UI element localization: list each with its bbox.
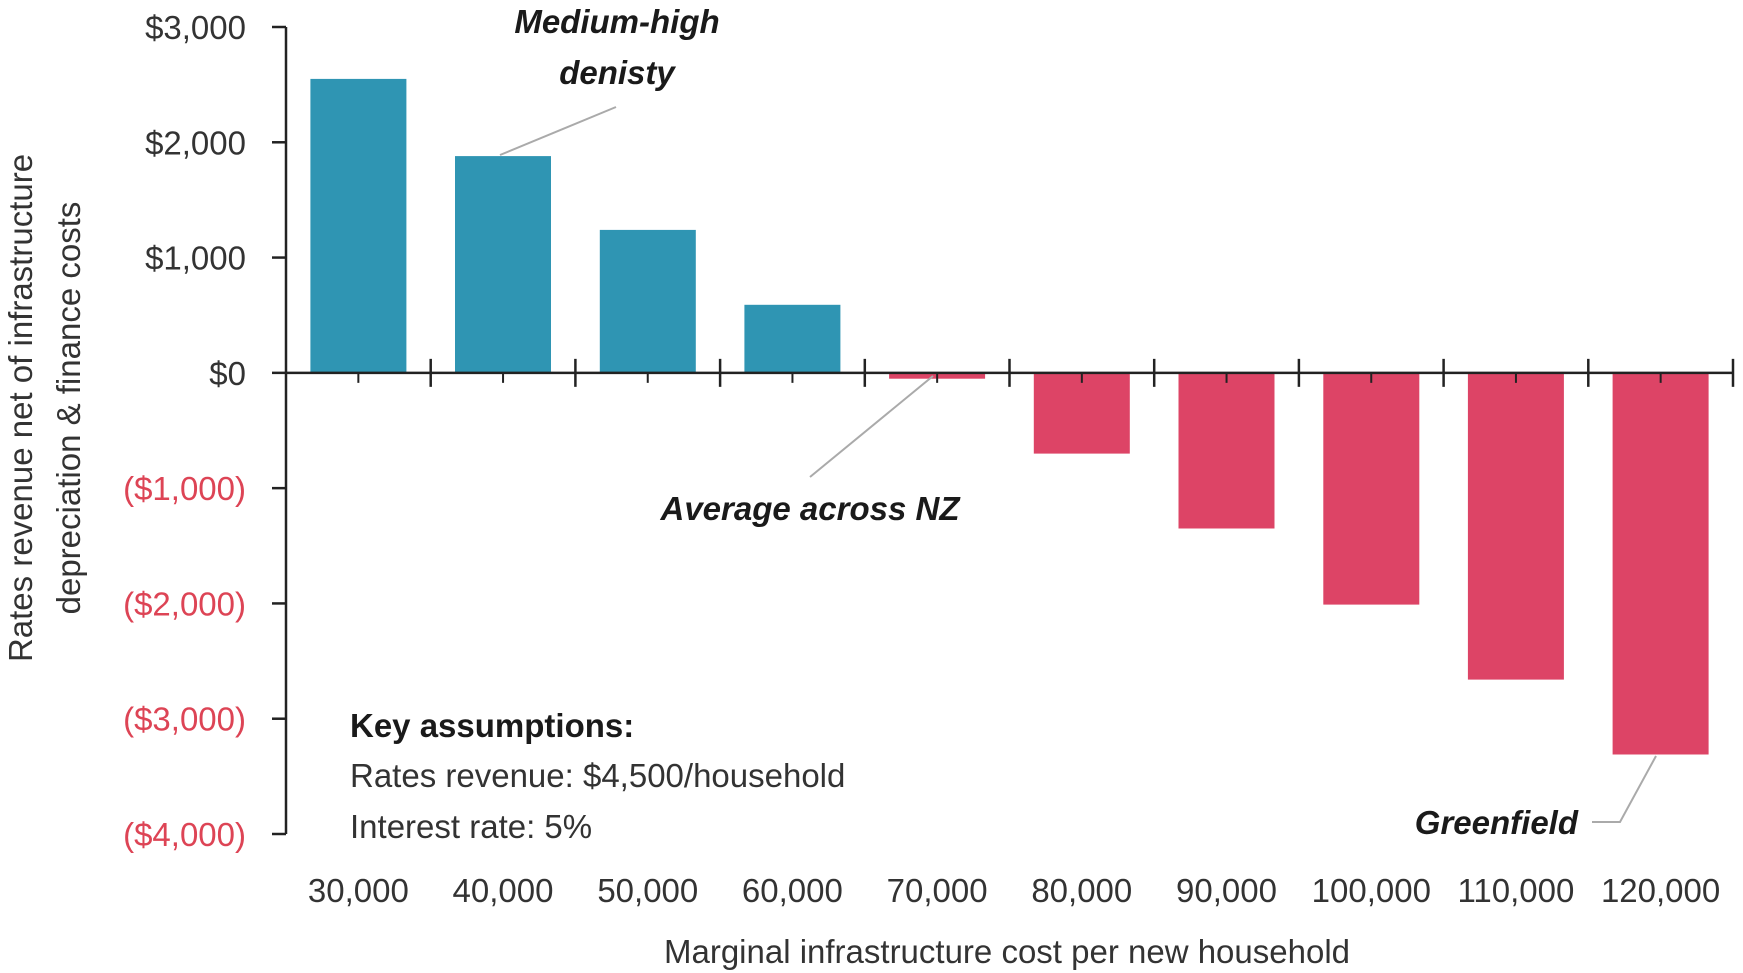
annotation-medium-high-density: Medium-high denisty (499, 3, 720, 156)
x-tick-label: 60,000 (742, 872, 843, 909)
x-tick-label: 100,000 (1312, 872, 1431, 909)
y-tick-label: $2,000 (145, 124, 246, 161)
key-assumption-interest-rate: Interest rate: 5% (350, 808, 592, 845)
x-tick-label: 70,000 (887, 872, 988, 909)
bar-60000 (744, 304, 841, 373)
annotation-leader-line (1592, 755, 1657, 823)
bar-110000 (1467, 372, 1564, 680)
annotation-text-line-1: Medium-high (514, 3, 719, 40)
bar-40000 (455, 156, 551, 373)
y-tick-label: $3,000 (145, 9, 246, 46)
annotation-average-across-nz: Average across NZ (660, 375, 962, 527)
bars (310, 78, 1709, 755)
annotation-text: Average across NZ (660, 490, 962, 527)
x-tick-label: 50,000 (597, 872, 698, 909)
y-tick-label: ($2,000) (123, 585, 246, 622)
annotation-text-line-2: denisty (559, 54, 676, 91)
x-axis-ticks: 30,000 40,000 50,000 60,000 70,000 80,000 90,0… (308, 358, 1735, 909)
x-tick-label: 90,000 (1176, 872, 1277, 909)
bar-30000 (310, 78, 407, 373)
y-tick-label: ($3,000) (123, 701, 246, 738)
y-tick-label: ($4,000) (123, 816, 246, 853)
y-tick-label: $1,000 (145, 240, 246, 277)
y-axis-label-line-1: Rates revenue net of infrastructure (2, 154, 39, 662)
bar-120000 (1612, 372, 1709, 755)
bar-80000 (1033, 372, 1130, 454)
y-tick-label: ($1,000) (123, 470, 246, 507)
y-tick-label: $0 (209, 355, 246, 392)
key-assumptions-note: Key assumptions: Rates revenue: $4,500/h… (350, 707, 845, 845)
x-tick-label: 80,000 (1031, 872, 1132, 909)
annotation-leader-line (499, 106, 617, 156)
bar-90000 (1178, 372, 1275, 529)
bar-50000 (599, 229, 696, 373)
x-axis-label: Marginal infrastructure cost per new hou… (664, 933, 1350, 970)
x-tick-label: 120,000 (1601, 872, 1720, 909)
annotation-greenfield: Greenfield (1415, 755, 1657, 841)
key-assumption-rates-revenue: Rates revenue: $4,500/household (350, 757, 845, 794)
annotation-text: Greenfield (1415, 804, 1579, 841)
y-axis-label-line-2: depreciation & finance costs (50, 202, 87, 615)
annotation-leader-line (809, 375, 934, 478)
x-tick-label: 40,000 (453, 872, 554, 909)
x-tick-label: 110,000 (1457, 872, 1574, 909)
x-tick-label: 30,000 (308, 872, 409, 909)
y-axis-ticks: $3,000 $2,000 $1,000 $0 ($1,000) ($2,000) ($3,… (123, 9, 286, 853)
key-assumptions-heading: Key assumptions: (350, 707, 634, 744)
bar-100000 (1323, 372, 1420, 605)
